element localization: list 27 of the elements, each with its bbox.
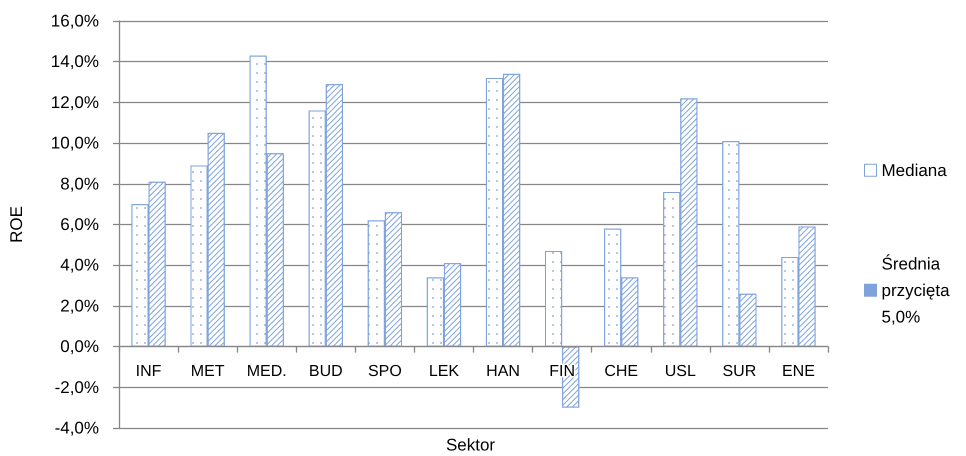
x-tick-label: HAN: [486, 363, 520, 380]
x-tick-label: ENE: [782, 363, 815, 380]
x-tick-label: INF: [136, 363, 162, 380]
y-tick-label: 12,0%: [50, 92, 99, 112]
x-axis-title: Sektor: [446, 436, 496, 454]
y-tick-label: 2,0%: [60, 296, 99, 316]
x-tick-label: LEK: [428, 363, 460, 380]
y-tick-label: 6,0%: [60, 215, 99, 234]
legend-label: Mediana: [882, 160, 948, 180]
y-axis-title: ROE: [7, 206, 26, 243]
x-tick-label: FIN: [549, 363, 576, 380]
legend-label: Średnia przycięta 5,0%: [882, 253, 954, 326]
y-tick-label: 8,0%: [60, 174, 99, 194]
y-tick-label: 0,0%: [60, 337, 99, 356]
y-tick-label: 4,0%: [60, 256, 99, 275]
x-tick-label: BUD: [308, 363, 343, 380]
x-tick-label: SPO: [368, 363, 402, 380]
y-tick-label: 10,0%: [50, 134, 99, 153]
y-tick-label: -4,0%: [54, 418, 99, 438]
x-tick-label: USL: [664, 363, 696, 380]
x-tick-label: MED.: [246, 363, 287, 380]
y-tick-label: -2,0%: [54, 378, 99, 397]
x-tick-label: SUR: [722, 363, 756, 380]
y-tick-label: 16,0%: [50, 12, 99, 30]
x-tick-label: CHE: [604, 363, 638, 380]
x-tick-label: MET: [190, 363, 225, 380]
y-tick-label: 14,0%: [50, 52, 99, 72]
